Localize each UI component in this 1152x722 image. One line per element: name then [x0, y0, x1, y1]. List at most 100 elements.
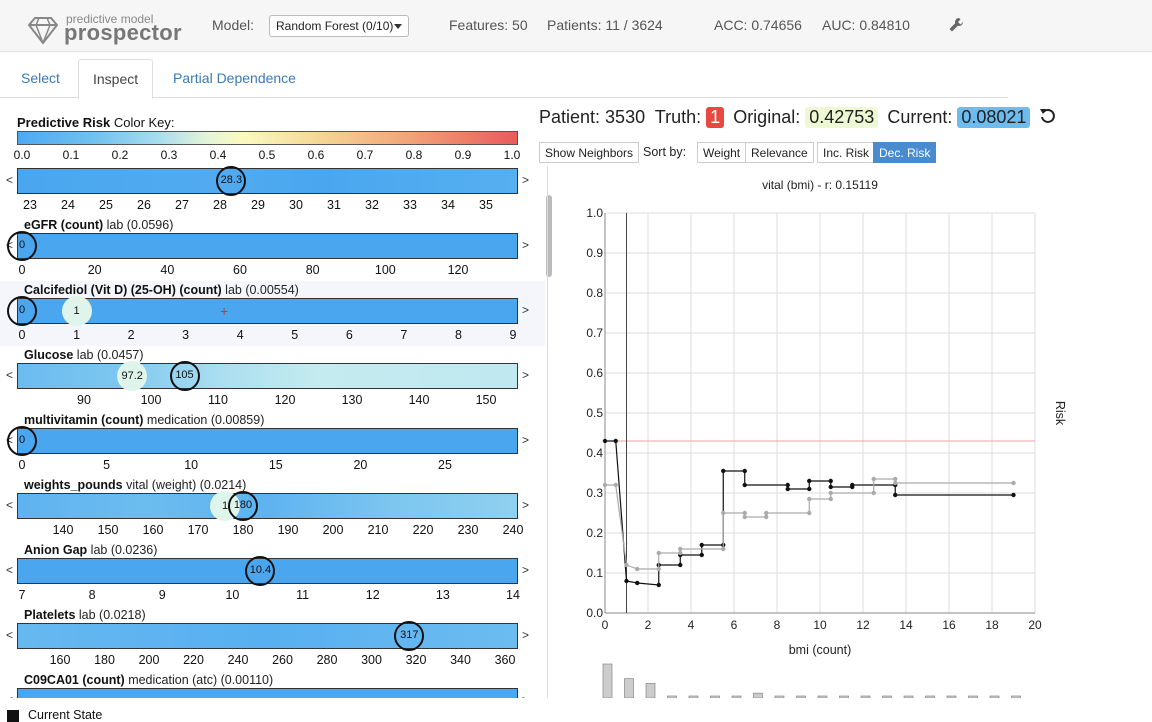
sort-relevance-button[interactable]: Relevance	[745, 142, 814, 163]
shift-right-icon[interactable]: >	[522, 173, 530, 187]
feature-row[interactable]: weights_pounds vital (weight) (0.0214) < >…	[0, 476, 545, 541]
sort-weight-button[interactable]: Weight	[697, 142, 747, 163]
wrench-icon[interactable]	[948, 17, 964, 33]
shift-right-icon[interactable]: >	[522, 368, 530, 382]
acc-value: ACC: 0.74656	[714, 17, 802, 33]
shift-left-icon[interactable]: <	[6, 563, 14, 577]
model-select[interactable]: Random Forest (0/10)	[269, 15, 409, 37]
feature-row[interactable]: < >23 24 25 26 27 28 29 30 31 32 33 34 35 28.3	[0, 166, 545, 233]
current-value-marker[interactable]: 0	[7, 231, 37, 261]
shift-right-icon[interactable]: >	[522, 628, 530, 642]
feature-bar[interactable]	[17, 298, 518, 324]
color-key-label: Predictive Risk Color Key:	[17, 115, 175, 130]
current-value-marker[interactable]: 0	[7, 426, 37, 456]
feature-row[interactable]: Calcifediol (Vit D) (25-OH) (count) lab …	[0, 281, 545, 346]
current-value-marker[interactable]: 105	[169, 361, 200, 391]
axis-tick: 160	[142, 523, 164, 537]
y-tick-label: 0.1	[586, 566, 603, 580]
shift-right-icon[interactable]: >	[522, 238, 530, 252]
x-tick-label: 20	[1028, 618, 1042, 632]
axis-tick: 25	[99, 198, 113, 212]
feature-bar[interactable]	[17, 688, 518, 698]
y-tick-label: 0.6	[586, 366, 603, 380]
original-badge: 0.42753	[805, 107, 879, 128]
shift-right-icon[interactable]: >	[522, 498, 530, 512]
feature-row[interactable]: Anion Gap lab (0.0236) < >7 8 9 10 11 12 13 14 10.…	[0, 541, 545, 606]
data-point-original	[807, 496, 812, 502]
feature-bar[interactable]	[17, 428, 518, 454]
axis-tick: 360	[494, 653, 516, 667]
y-tick-label: 0.3	[586, 486, 603, 500]
x-tick-label: 6	[731, 618, 738, 632]
axis-tick: 30	[289, 198, 303, 212]
feature-bar[interactable]	[17, 233, 518, 259]
x-tick-label: 12	[856, 618, 870, 632]
color-key-tick: 0.3	[160, 148, 178, 162]
shift-left-icon[interactable]: <	[6, 628, 14, 642]
axis-tick: 1	[73, 328, 81, 342]
tab-inspect[interactable]: Inspect	[78, 59, 154, 99]
axis-tick: 20	[353, 458, 368, 472]
original-value-marker: 97.2	[117, 361, 148, 391]
feature-row[interactable]: Glucose lab (0.0457) < >90 100 110 120 130 140 1…	[0, 346, 545, 411]
color-key-tick: 0.6	[307, 148, 325, 162]
chevron-down-icon	[394, 24, 402, 29]
data-point-original	[807, 510, 812, 516]
feature-bar[interactable]	[17, 168, 518, 194]
reset-icon[interactable]	[1039, 107, 1057, 125]
inc-risk-button[interactable]: Inc. Risk	[817, 142, 876, 163]
pd-chart: vital (bmi) - r: 0.15119 0.0 0.1 0.2 0.3 0.4 0…	[586, 178, 1067, 699]
current-value-marker[interactable]: 10.4	[245, 556, 276, 586]
current-value-marker[interactable]: 317	[394, 621, 425, 651]
shift-right-icon[interactable]: >	[522, 433, 530, 447]
show-neighbors-button[interactable]: Show Neighbors	[539, 142, 640, 163]
shift-left-icon[interactable]: <	[6, 498, 14, 512]
feature-bar[interactable]	[17, 623, 518, 649]
features-count: Features: 50	[449, 17, 528, 33]
axis-tick: 29	[251, 198, 265, 212]
feature-row[interactable]: Platelets lab (0.0218) < >160 180 200 220 240 2…	[0, 606, 545, 671]
feature-label: multivitamin (count) medication (0.00859…	[24, 413, 265, 427]
x-tick-label: 16	[942, 618, 956, 632]
axis-tick: 210	[367, 523, 389, 537]
axis-tick: 20	[87, 263, 102, 277]
truth-badge: 1	[706, 107, 725, 128]
shift-right-icon[interactable]: >	[522, 693, 529, 698]
tab-partial-dependence[interactable]: Partial Dependence	[173, 70, 296, 86]
shift-left-icon[interactable]: <	[6, 693, 13, 698]
axis-tick: 34	[441, 198, 455, 212]
axis-tick: 180	[94, 653, 115, 667]
feature-row[interactable]: multivitamin (count) medication (0.00859…	[0, 411, 545, 476]
current-value-marker[interactable]: 180	[228, 491, 258, 521]
data-point-original	[1011, 480, 1016, 486]
dec-risk-button[interactable]: Dec. Risk	[873, 142, 937, 163]
data-point-original	[721, 546, 726, 552]
data-point-current	[699, 552, 704, 558]
current-value-marker[interactable]: 28.3	[216, 166, 247, 196]
data-point-original	[764, 510, 769, 516]
tab-select[interactable]: Select	[21, 70, 60, 86]
data-point-current	[893, 492, 898, 498]
shift-left-icon[interactable]: <	[6, 173, 14, 187]
axis-tick: 180	[232, 523, 254, 537]
feature-row[interactable]: eGFR (count) lab (0.0596) < >0 20 40 60 80 100 1…	[0, 216, 545, 281]
feature-row[interactable]: C09CA01 (count) medication (atc) (0.0011…	[0, 671, 545, 698]
axis-tick: 170	[187, 523, 209, 537]
scrollbar[interactable]	[546, 195, 552, 277]
data-point-current	[807, 486, 812, 492]
shift-right-icon[interactable]: >	[522, 563, 530, 577]
feature-label: eGFR (count) lab (0.0596)	[24, 218, 174, 232]
current-value-marker[interactable]: 0	[7, 296, 37, 326]
data-point-original	[656, 566, 661, 572]
shift-right-icon[interactable]: >	[522, 303, 530, 317]
axis-tick: 3	[182, 328, 190, 342]
axis-tick: 32	[365, 198, 379, 212]
feature-bar[interactable]	[17, 493, 518, 519]
color-key-gradient	[17, 131, 518, 145]
axis-tick: 4	[236, 328, 244, 342]
data-point-original	[678, 546, 683, 552]
data-point-current	[721, 468, 726, 474]
feature-bar[interactable]	[17, 363, 518, 389]
shift-left-icon[interactable]: <	[6, 368, 14, 382]
histogram-bar	[602, 663, 613, 699]
